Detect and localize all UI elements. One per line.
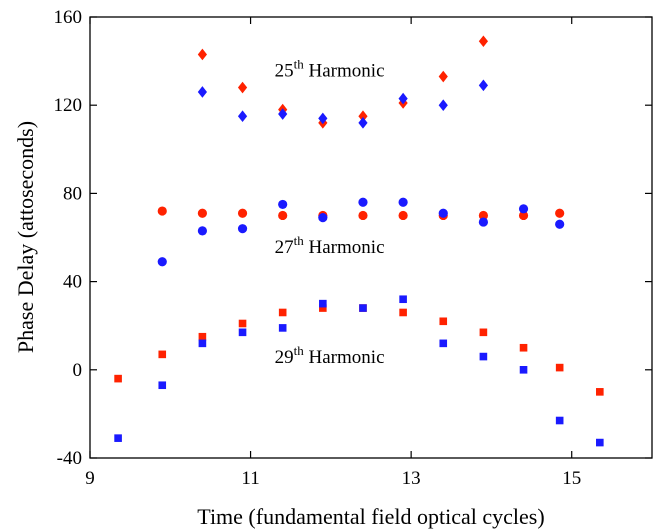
data-point [596,438,604,447]
x-axis-label: Time (fundamental field optical cycles) [197,504,544,529]
data-point [439,339,448,348]
data-point [318,112,328,125]
series-circle-3 [157,197,565,267]
data-point [555,416,564,425]
data-point [358,110,368,123]
data-point [157,257,167,267]
data-point [197,226,207,236]
y-axis-label: Phase Delay (attoseconds) [13,121,38,353]
axis-ticks [89,16,652,459]
data-point [439,317,448,326]
data-point [478,79,488,92]
x-tick-label: 9 [85,468,95,489]
plot-frame [89,16,653,459]
data-markers [114,35,604,447]
data-point [278,108,288,120]
data-point [479,352,488,361]
data-point [519,366,528,374]
data-point [438,99,448,111]
data-point [555,208,565,218]
data-point [398,92,408,105]
annotations: 25th Harmonic 27th Harmonic 29th Harmonic [275,57,385,369]
y-tick-label: 120 [54,95,83,116]
data-point [197,48,207,61]
y-tick-label: 80 [63,183,82,204]
data-point [438,208,448,218]
data-point [596,388,604,396]
data-point [237,110,248,123]
data-point [478,35,488,48]
data-point [359,304,367,312]
data-point [198,339,207,348]
data-point [197,86,207,98]
data-point [479,328,488,337]
series-circle-2 [157,206,565,221]
data-point [398,210,408,221]
data-point [358,210,368,221]
series-diamond-1 [197,79,488,129]
x-tick-label: 11 [241,468,259,489]
data-point [278,308,287,317]
y-tick-label: -40 [57,448,82,469]
harmonic-label-27: 27th Harmonic [275,233,385,258]
data-point [278,199,288,210]
data-point [555,363,564,372]
data-point [158,381,167,390]
data-point [197,208,207,218]
data-point [237,208,248,218]
data-point [318,213,328,223]
data-point [358,117,368,129]
data-point [478,217,488,227]
data-point [358,197,368,207]
harmonic-label-29: 29th Harmonic [275,343,385,368]
data-point [399,308,407,317]
data-point [237,224,248,234]
y-tick-label: 160 [54,7,83,28]
data-point [518,204,529,214]
data-point [157,206,167,216]
y-tick-label: 40 [63,272,82,293]
data-point [238,319,247,328]
data-point [114,434,122,442]
data-point [555,219,565,229]
data-point [278,210,288,221]
data-point [278,324,287,332]
data-point [398,197,408,207]
data-point [519,343,528,352]
tick-labels: 9 11 13 15 -40 0 40 80 120 160 [54,7,582,489]
data-point [237,81,248,94]
data-point [319,299,327,308]
series-square-5 [114,295,604,447]
data-point [518,210,529,221]
plot-border [89,16,653,459]
y-tick-label: 0 [73,360,83,381]
data-point [438,70,448,83]
x-tick-label: 15 [562,468,581,489]
data-point [198,332,207,341]
data-point [238,328,247,337]
data-point [319,304,327,312]
data-point [399,295,407,304]
harmonic-label-25: 25th Harmonic [275,57,385,82]
data-point [114,374,122,383]
data-point [478,210,488,221]
x-tick-label: 13 [402,468,421,489]
data-point [158,350,167,359]
